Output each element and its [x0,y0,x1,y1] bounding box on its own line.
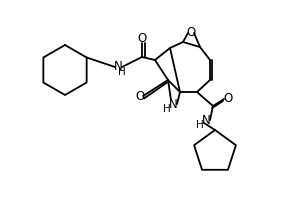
Text: O: O [137,31,147,45]
Text: H: H [163,104,171,114]
Text: H: H [118,67,126,77]
Text: N: N [202,114,210,127]
Text: H: H [196,120,204,130]
Text: O: O [135,90,145,102]
Text: O: O [186,26,196,40]
Text: N: N [114,60,122,73]
Text: O: O [224,92,232,106]
Text: N: N [169,98,177,110]
